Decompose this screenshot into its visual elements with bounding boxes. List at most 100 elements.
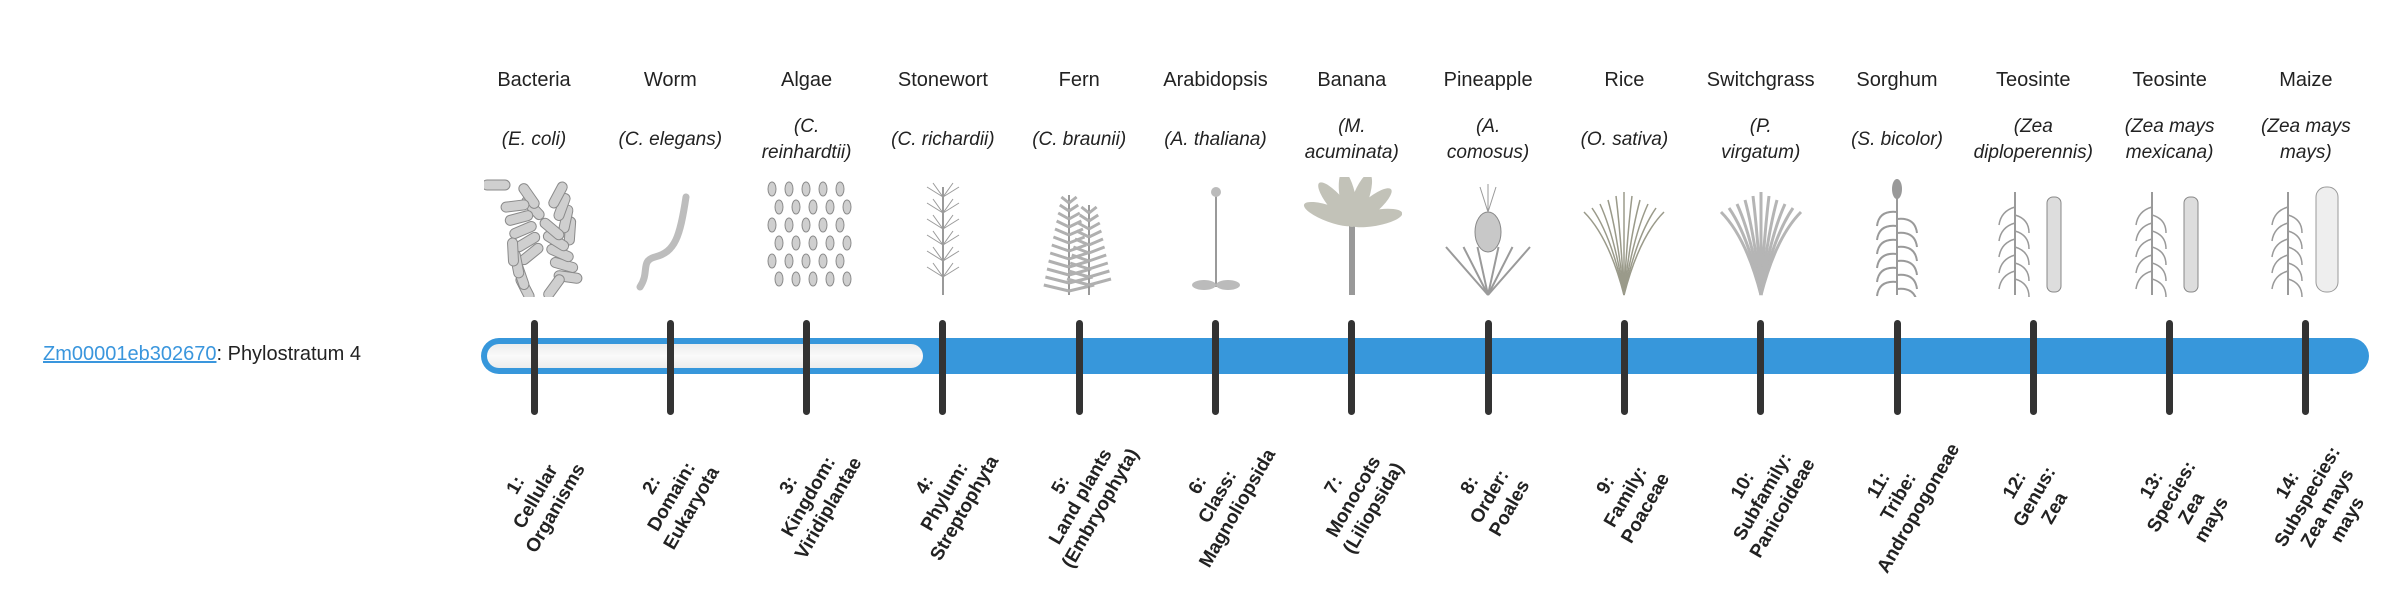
stratum-tick	[803, 320, 811, 415]
latin-name-line: comosus)	[1446, 142, 1530, 163]
organism-latin-name: (P. virgatum)	[1693, 108, 1829, 172]
organism-latin-name: (Zea mays mexicana)	[2102, 108, 2238, 172]
gene-phylostratum-label: Zm00001eb302670: Phylostratum 4	[43, 343, 361, 366]
latin-name-line: (E. coli)	[501, 129, 567, 150]
stratum-tick	[1484, 320, 1492, 415]
latin-name-line: (Zea mays	[2124, 116, 2215, 137]
latin-name-line: (C. richardii)	[891, 129, 995, 150]
organism-column: Rice (O. sativa)	[1556, 62, 1692, 172]
latin-name-line: (O. sativa)	[1580, 129, 1669, 150]
organism-common-name: Fern	[1058, 69, 1100, 91]
latin-name-line: reinhardtii)	[761, 142, 852, 163]
stratum-tick	[1620, 320, 1628, 415]
teosinte-icon	[1983, 177, 2083, 298]
latin-name-line: (P.	[1749, 116, 1772, 137]
stratum-label: 11: Tribe: Andropogoneae	[1819, 393, 1979, 601]
stratum-tick	[1348, 320, 1356, 415]
organism-common-name: Rice	[1604, 69, 1645, 91]
organism-latin-name: (S. bicolor)	[1829, 108, 1965, 172]
stratum-tick	[2166, 320, 2174, 415]
stratum-tick	[1075, 320, 1083, 415]
latin-name-line: mexicana)	[2125, 142, 2214, 163]
stratum-tick	[1893, 320, 1901, 415]
stratum-label: 5: Land plants (Embryophyta)	[1001, 393, 1161, 601]
organism-common-name: Stonewort	[897, 69, 988, 91]
organism-common-name: Pineapple	[1443, 69, 1533, 91]
organism-column: Teosinte (Zea diploperennis)	[1965, 62, 2101, 172]
stratum-tick	[2029, 320, 2037, 415]
stonewort-icon	[893, 177, 993, 297]
organism-latin-name: (C. braunii)	[1011, 108, 1147, 172]
organism-column: Stonewort (C. richardii)	[875, 62, 1011, 172]
latin-name-line: (C. elegans)	[618, 129, 723, 150]
rice-icon	[1574, 177, 1674, 297]
organism-common-name: Sorghum	[1856, 69, 1938, 91]
latin-name-line: (Zea mays	[2261, 116, 2351, 137]
organism-common-name: Arabidopsis	[1163, 69, 1268, 91]
stratum-label: 1: Cellular Organisms	[456, 393, 616, 601]
latin-name-line: (A.	[1475, 116, 1501, 137]
organism-common-name: Switchgrass	[1706, 69, 1815, 91]
phylostratum-bar	[481, 338, 2369, 374]
organism-common-name: Algae	[781, 69, 833, 91]
organism-latin-name: (O. sativa)	[1556, 108, 1692, 172]
latin-name-line: (C.	[793, 116, 820, 137]
organism-latin-name: (C. elegans)	[602, 108, 738, 172]
stratum-label: 2: Domain: Eukaryota	[592, 393, 752, 601]
organism-common-name: Maize	[2279, 69, 2333, 91]
organism-column: Algae (C. reinhardtii)	[739, 62, 875, 172]
fern-icon	[1029, 177, 1129, 297]
gene-id-link[interactable]: Zm00001eb302670	[43, 343, 217, 365]
stratum-label: 4: Phylum: Streptophyta	[865, 393, 1025, 601]
latin-name-line: virgatum)	[1721, 142, 1801, 163]
organism-common-name: Banana	[1317, 69, 1387, 91]
organism-column: Worm (C. elegans)	[602, 62, 738, 172]
latin-name-line: (Zea	[2013, 116, 2053, 137]
stratum-label: 6: Class: Magnoliopsida	[1138, 393, 1298, 601]
organism-common-name: Teosinte	[1996, 69, 2071, 91]
phylostratum-bar-empty	[487, 344, 923, 368]
stratum-label: 9: Family: Poaceae	[1546, 393, 1706, 601]
stratum-label: 14: Subspecies: Zea mays mays	[2228, 393, 2400, 612]
organism-latin-name: (E. coli)	[466, 108, 602, 172]
pineapple-icon	[1438, 177, 1538, 297]
worm-icon	[620, 177, 720, 297]
organism-column: Sorghum (S. bicolor)	[1829, 62, 1965, 172]
organism-latin-name: (M. acuminata)	[1284, 108, 1420, 172]
stratum-label: 8: Order: Poales	[1410, 393, 1570, 601]
stratum-label: 3: Kingdom: Viridiplantae	[729, 393, 889, 601]
organism-latin-name: (C. richardii)	[875, 108, 1011, 172]
organism-latin-name: (Zea diploperennis)	[1965, 108, 2101, 172]
algae-icon	[757, 177, 857, 297]
stratum-tick	[2302, 320, 2310, 415]
organism-common-name: Worm	[643, 69, 697, 91]
latin-name-line: (M.	[1338, 116, 1366, 137]
organism-latin-name: (A. thaliana)	[1148, 108, 1284, 172]
stratum-label: 10: Subfamily: Panicoideae	[1683, 393, 1843, 601]
organism-column: Pineapple (A. comosus)	[1420, 62, 1556, 172]
organism-latin-name: (Zea mays mays)	[2238, 108, 2374, 172]
latin-name-line: diploperennis)	[1973, 142, 2093, 163]
stratum-tick	[666, 320, 674, 415]
stratum-tick	[530, 320, 538, 415]
phylostratum-text: : Phylostratum 4	[216, 343, 361, 365]
organism-latin-name: (A. comosus)	[1420, 108, 1556, 172]
latin-name-line: (C. braunii)	[1032, 129, 1127, 150]
organism-column: Maize (Zea mays mays)	[2238, 62, 2374, 172]
organism-column: Bacteria (E. coli)	[466, 62, 602, 172]
latin-name-line: (S. bicolor)	[1851, 129, 1943, 150]
sorghum-icon	[1847, 177, 1947, 304]
stratum-label: 12: Genus: Zea	[1955, 393, 2115, 601]
stratum-tick	[1757, 320, 1765, 415]
organism-column: Banana (M. acuminata)	[1284, 62, 1420, 172]
organism-common-name: Teosinte	[2132, 69, 2207, 91]
latin-name-line: mays)	[2280, 142, 2332, 163]
teosinte-icon	[2120, 177, 2220, 298]
latin-name-line: acuminata)	[1304, 142, 1399, 163]
arabidopsis-icon	[1166, 177, 1266, 297]
stratum-tick	[939, 320, 947, 415]
banana-icon	[1302, 171, 1403, 297]
stratum-label: 7: Monocots (Liliopsida)	[1274, 393, 1434, 601]
organism-column: Fern (C. braunii)	[1011, 62, 1147, 172]
organism-latin-name: (C. reinhardtii)	[739, 108, 875, 172]
